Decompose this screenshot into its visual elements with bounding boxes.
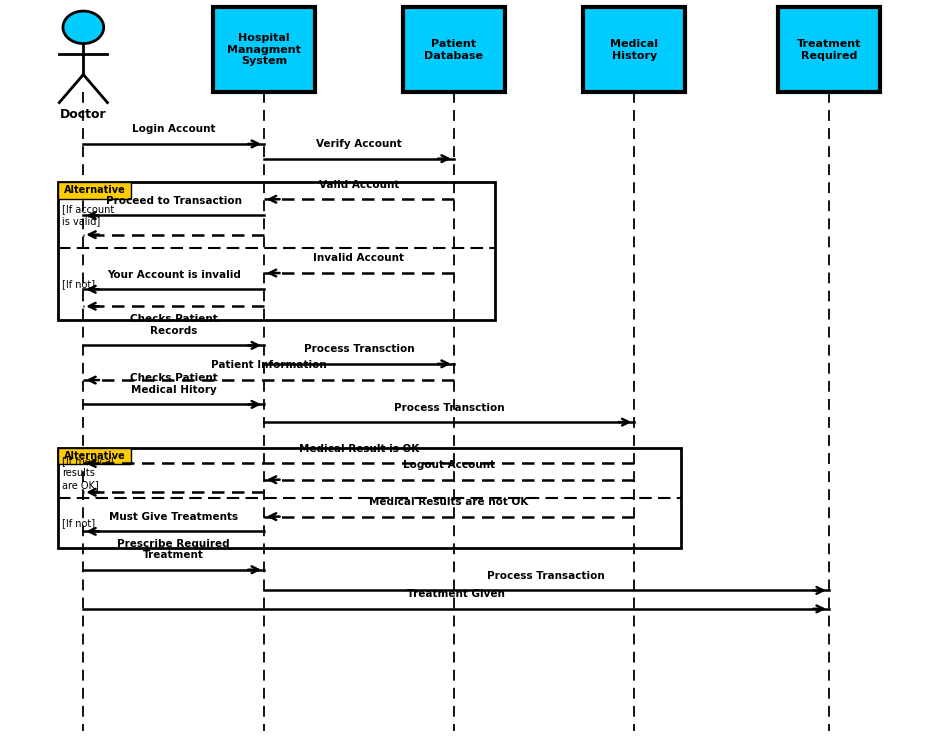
Text: Hospital
Managment
System: Hospital Managment System	[227, 33, 301, 66]
Text: Logout Account: Logout Account	[403, 460, 495, 470]
Circle shape	[63, 11, 104, 44]
Bar	[58, 448, 681, 548]
Text: [If not]: [If not]	[62, 518, 95, 528]
Text: Valid Account: Valid Account	[319, 179, 399, 190]
Text: Process Transction: Process Transction	[304, 344, 414, 354]
Text: Treatment
Required: Treatment Required	[796, 39, 861, 61]
Text: [If medical
results
are OK]: [If medical results are OK]	[62, 457, 114, 489]
Bar	[778, 7, 880, 92]
Bar	[403, 7, 505, 92]
Text: Medical Result is OK: Medical Result is OK	[299, 444, 419, 454]
Text: Patient Information: Patient Information	[210, 360, 326, 370]
Text: Must Give Treatments: Must Give Treatments	[109, 511, 238, 522]
Text: Treatment Given: Treatment Given	[407, 589, 505, 599]
Bar	[213, 7, 315, 92]
Text: Patient
Database: Patient Database	[424, 39, 483, 61]
Text: [If not]: [If not]	[62, 279, 95, 289]
Text: Doctor: Doctor	[60, 108, 106, 121]
Text: [If account
is valid]: [If account is valid]	[62, 204, 114, 226]
Text: Alternative: Alternative	[64, 185, 125, 196]
Bar	[583, 7, 685, 92]
Text: Alternative: Alternative	[64, 451, 125, 461]
Text: Process Transction: Process Transction	[394, 402, 505, 413]
Text: Invalid Account: Invalid Account	[313, 253, 405, 263]
Text: Your Account is invalid: Your Account is invalid	[106, 269, 241, 280]
Text: Prescribe Required
Treatment: Prescribe Required Treatment	[118, 539, 230, 560]
Text: Medical
History: Medical History	[610, 39, 658, 61]
Text: Checks Patient
Records: Checks Patient Records	[130, 314, 218, 336]
Text: Verify Account: Verify Account	[316, 139, 402, 149]
Text: Checks Patient
Medical Hitory: Checks Patient Medical Hitory	[130, 373, 218, 395]
Text: Medical Results are not OK: Medical Results are not OK	[369, 497, 529, 507]
Text: Proceed to Transaction: Proceed to Transaction	[106, 196, 242, 206]
Bar	[58, 182, 495, 320]
Text: Process Transaction: Process Transaction	[487, 570, 606, 581]
Bar	[58, 182, 131, 199]
Bar	[58, 448, 131, 464]
Text: Login Account: Login Account	[131, 124, 216, 134]
